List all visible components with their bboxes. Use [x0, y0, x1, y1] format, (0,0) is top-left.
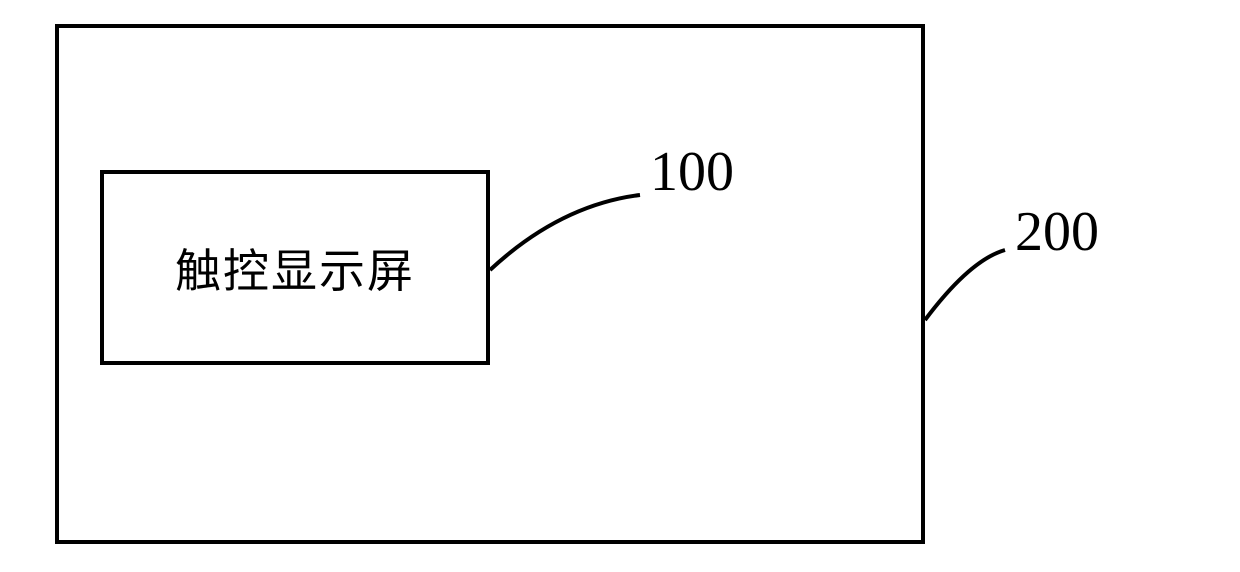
- inner-callout-label: 100: [650, 140, 734, 204]
- outer-callout-label: 200: [1015, 200, 1099, 264]
- inner-component-box: 触控显示屏: [100, 170, 490, 365]
- outer-callout-path: [925, 250, 1005, 320]
- inner-box-label: 触控显示屏: [175, 235, 415, 301]
